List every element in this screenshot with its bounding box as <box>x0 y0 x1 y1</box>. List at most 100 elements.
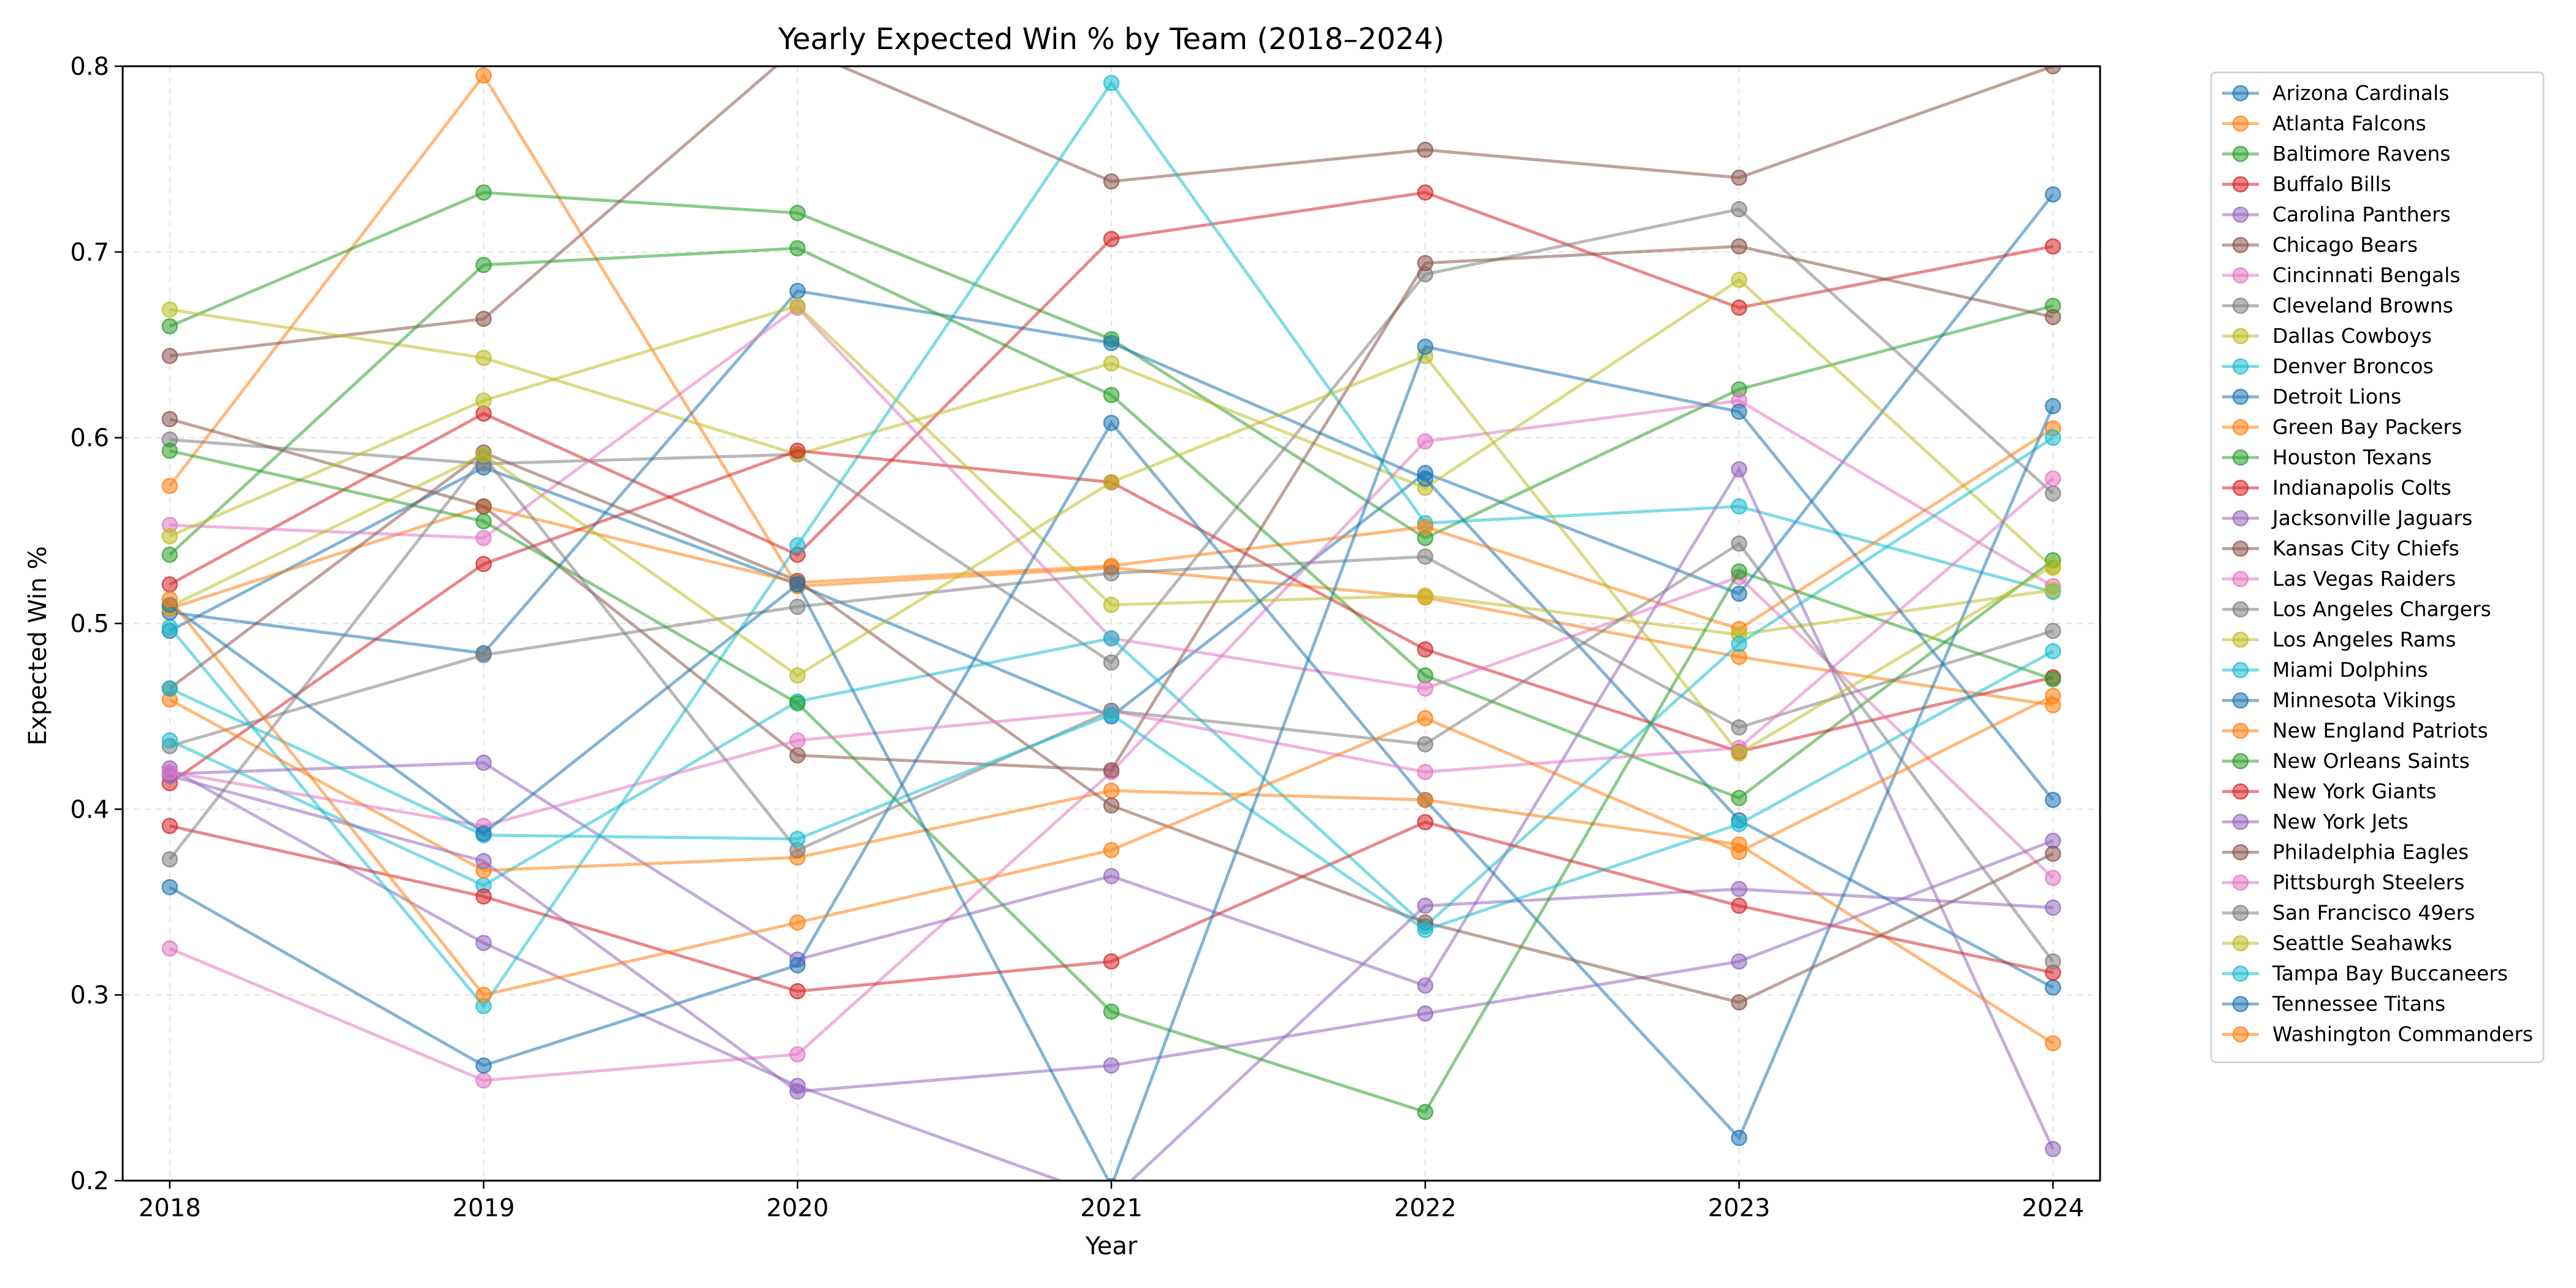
series-point <box>1417 142 1433 158</box>
series-point <box>475 853 492 870</box>
legend-label: New Orleans Saints <box>2272 749 2470 773</box>
series-point <box>1731 585 1747 602</box>
legend-label: Miami Dolphins <box>2272 658 2428 682</box>
legend-label: Indianapolis Colts <box>2272 476 2451 500</box>
y-tick-label: 0.5 <box>70 610 109 638</box>
legend-label: Carolina Panthers <box>2272 202 2451 226</box>
y-tick-label: 0.6 <box>70 424 109 453</box>
series-point <box>161 546 178 563</box>
series-point <box>1103 762 1120 778</box>
series-point <box>789 732 806 749</box>
series-point <box>789 598 806 615</box>
series-point <box>2044 1035 2061 1052</box>
x-tick-label: 2021 <box>1080 1194 1143 1222</box>
series-point <box>161 879 178 895</box>
legend-marker <box>2232 905 2249 921</box>
series-point <box>1417 184 1433 201</box>
series-point <box>1103 797 1120 814</box>
series-point <box>2044 899 2061 916</box>
series-point <box>1417 1103 1433 1121</box>
series-point <box>789 914 806 931</box>
series-point <box>475 646 492 664</box>
legend-label: Washington Commanders <box>2272 1022 2533 1046</box>
series-point <box>161 348 178 364</box>
series-point <box>161 411 178 427</box>
series-point <box>1103 596 1120 613</box>
series-point <box>161 591 178 608</box>
series-point <box>1731 745 1747 762</box>
series-point <box>1417 518 1433 535</box>
legend-label: Cleveland Browns <box>2272 294 2453 318</box>
series-point <box>475 498 492 515</box>
series-point <box>789 283 806 299</box>
series-point <box>1731 994 1747 1011</box>
legend-marker <box>2232 237 2249 253</box>
series-point <box>161 478 178 494</box>
series-point <box>1103 630 1120 646</box>
legend-marker <box>2232 115 2249 132</box>
series-point <box>1103 386 1120 404</box>
series-point <box>789 983 806 1000</box>
series-point <box>2044 186 2061 203</box>
legend-marker <box>2232 844 2249 861</box>
legend-label: Houston Texans <box>2272 445 2432 469</box>
legend-label: Kansas City Chiefs <box>2272 537 2459 561</box>
series-point <box>161 732 178 749</box>
y-tick-label: 0.2 <box>70 1167 109 1195</box>
series-point <box>161 940 178 957</box>
legend-marker <box>2232 206 2249 223</box>
series-point <box>1731 461 1747 478</box>
series-point <box>2044 643 2061 660</box>
series-point <box>2044 429 2061 446</box>
series-point <box>789 695 806 711</box>
x-tick-label: 2023 <box>1708 1194 1771 1222</box>
series-point <box>789 957 806 973</box>
legend-label: Detroit Lions <box>2272 385 2401 408</box>
legend-label: Pittsburgh Steelers <box>2272 870 2464 894</box>
x-tick-label: 2022 <box>1394 1194 1457 1222</box>
legend-box <box>2210 71 2545 1064</box>
series-point <box>789 576 806 593</box>
legend-marker <box>2232 692 2249 709</box>
series-point <box>1731 881 1747 897</box>
series-point <box>161 764 178 781</box>
legend-label: Atlanta Falcons <box>2272 112 2426 136</box>
series-point <box>161 576 178 593</box>
series-point <box>2044 238 2061 255</box>
legend-marker <box>2232 813 2249 830</box>
series-point <box>1417 791 1433 808</box>
legend-marker <box>2232 145 2249 163</box>
y-tick-label: 0.4 <box>70 795 109 824</box>
legend-label: Tampa Bay Buccaneers <box>2272 962 2508 986</box>
legend-marker <box>2232 570 2249 588</box>
series-point <box>1417 587 1433 604</box>
series-point <box>1417 1005 1433 1022</box>
series-point <box>475 986 492 1003</box>
series-point <box>789 1046 806 1063</box>
series-point <box>1103 173 1120 190</box>
series-point <box>2044 66 2061 75</box>
series-point <box>1417 977 1433 994</box>
series-point <box>1417 764 1433 781</box>
legend-label: Denver Broncos <box>2272 355 2434 378</box>
series-point <box>1103 355 1120 372</box>
series-point <box>1417 680 1433 697</box>
legend-marker <box>2232 935 2249 952</box>
legend-label: Chicago Bears <box>2272 233 2418 257</box>
legend-marker <box>2232 388 2249 405</box>
x-tick-label: 2024 <box>2022 1194 2084 1222</box>
series-point <box>1103 415 1120 431</box>
legend-marker <box>2232 449 2249 466</box>
series-point <box>789 667 806 684</box>
legend-marker <box>2232 419 2249 435</box>
series-point <box>475 446 492 463</box>
series-point <box>161 619 178 635</box>
legend-label: Baltimore Ravens <box>2272 142 2450 166</box>
series-point <box>1103 841 1120 859</box>
legend-marker <box>2232 328 2249 345</box>
series-point <box>475 825 492 841</box>
legend-label: San Francisco 49ers <box>2272 901 2475 925</box>
legend-marker <box>2232 723 2249 739</box>
legend-label: Cincinnati Bengals <box>2272 263 2460 287</box>
